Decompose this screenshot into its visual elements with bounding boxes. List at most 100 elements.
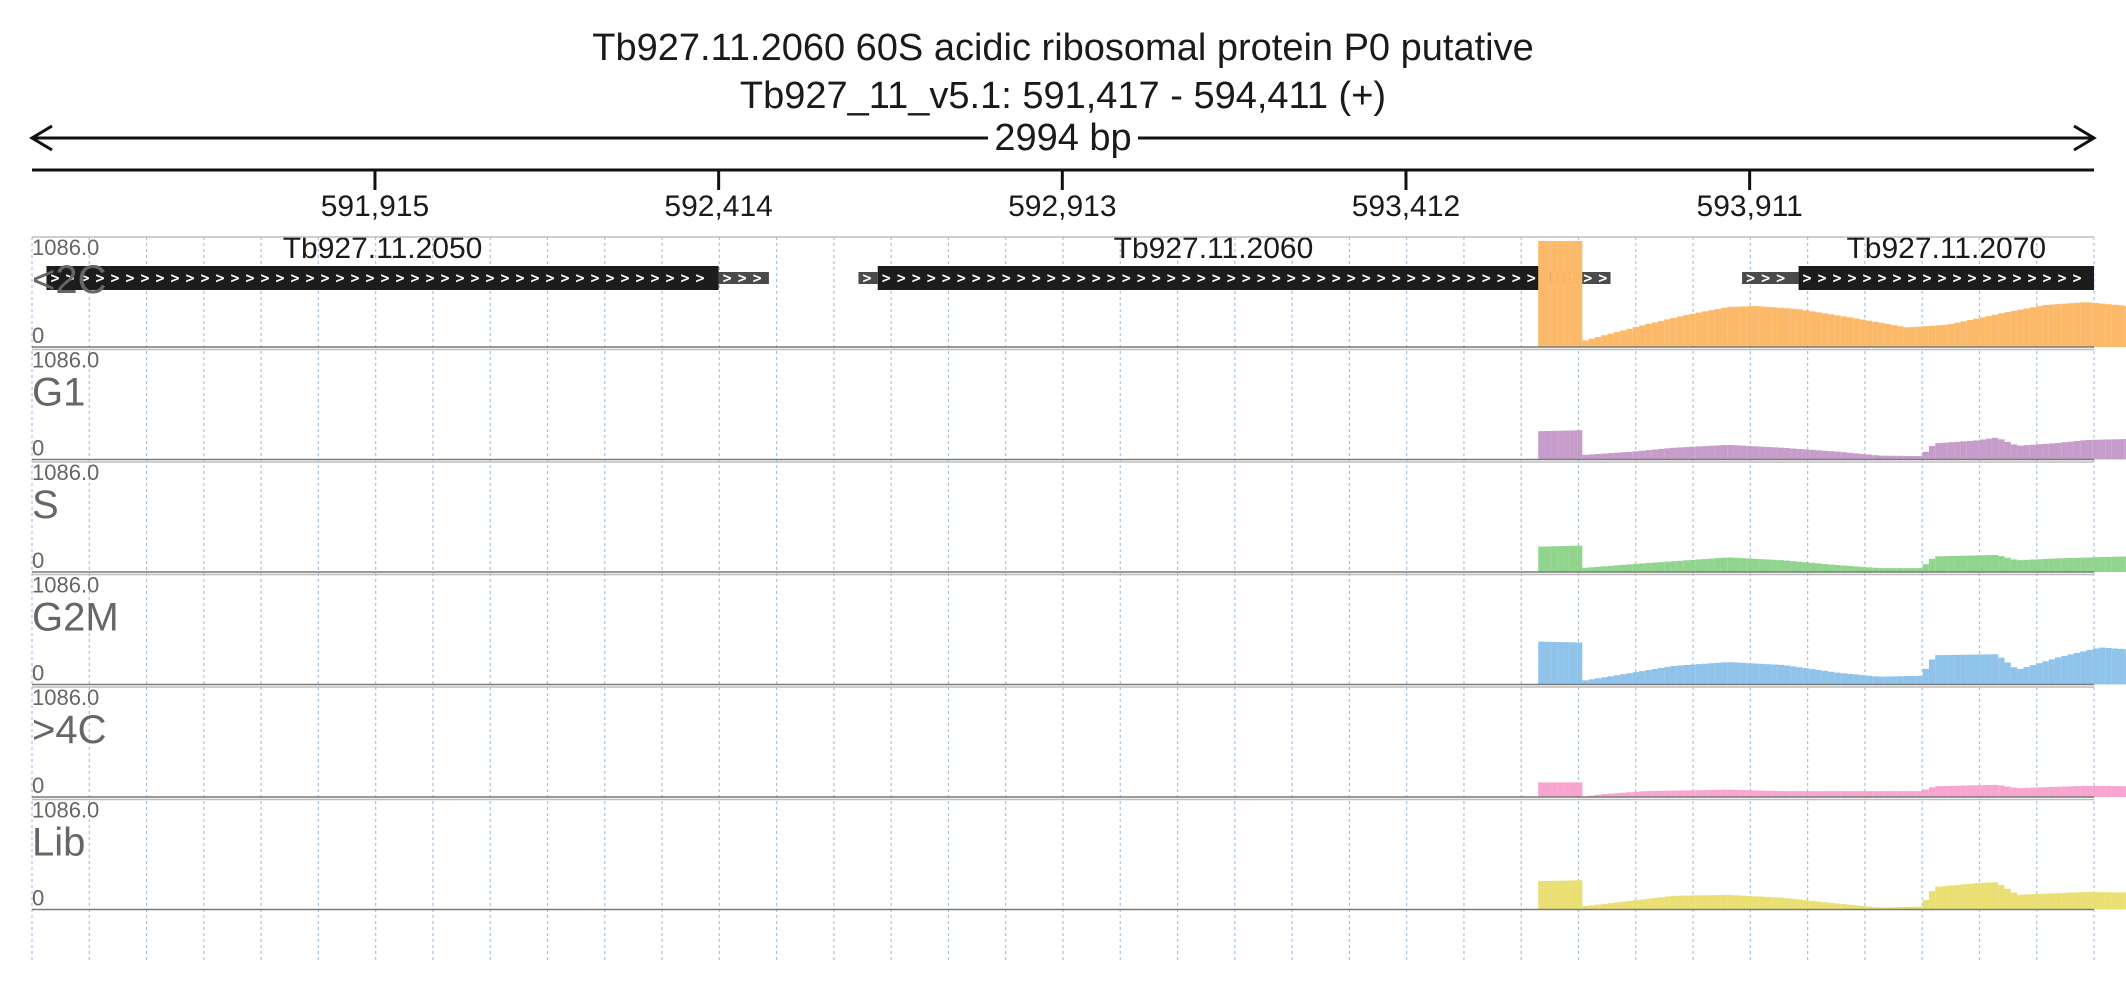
track-5-bar-87: [2086, 892, 2092, 910]
track-2-bar-47: [1834, 565, 1840, 572]
track-5-bar-31: [1734, 895, 1740, 909]
track-4-bar-77: [2023, 788, 2029, 797]
gene-2-utr-0-strand-chevron-2: >: [1776, 269, 1785, 287]
gene-1-cds-strand-chevron-13: >: [1077, 269, 1086, 287]
track-5-bar-30: [1727, 895, 1733, 910]
track-3-bar-36: [1765, 664, 1771, 684]
track-0-bar-91: [2112, 305, 2118, 347]
track-3-bar-41: [1797, 667, 1803, 684]
track-4-bar-32: [1740, 790, 1746, 797]
gene-1-utr-0-strand-chevron-0: >: [862, 269, 871, 287]
track-3-bar-10: [1601, 677, 1607, 684]
track-5-y-top-label: 1086.0: [32, 798, 99, 823]
track-3-bar-44: [1815, 670, 1821, 685]
track-3-bar-40: [1790, 666, 1796, 684]
track-0-bar-76: [2017, 310, 2023, 347]
track-5-bar-28: [1715, 895, 1721, 909]
track-1-bar-16: [1639, 451, 1645, 460]
track-3-bar-53: [1872, 676, 1878, 684]
gene-1-cds-strand-chevron-4: >: [942, 269, 951, 287]
track-1-bar-42: [1803, 449, 1809, 459]
track-4-bar-57: [1897, 791, 1903, 797]
track-5-bar-36: [1765, 897, 1771, 910]
track-4-bar-64: [1942, 786, 1948, 797]
track-4-bar-51: [1860, 791, 1866, 797]
track-0-bar-26: [1702, 311, 1708, 347]
track-1-bar-64: [1942, 443, 1948, 460]
track-2-bar-81: [2049, 559, 2055, 572]
track-5-bar-3: [1557, 881, 1563, 910]
track-4-bar-43: [1809, 791, 1815, 797]
track-5-bar-89: [2099, 892, 2105, 909]
track-5-bar-48: [1841, 904, 1847, 909]
track-5: 1086.00Lib: [32, 798, 2126, 911]
track-2-bar-24: [1689, 560, 1695, 572]
gene-1-cds-strand-chevron-31: >: [1347, 269, 1356, 287]
track-2-bar-92: [2118, 557, 2124, 572]
gene-1-cds-strand-chevron-1: >: [897, 269, 906, 287]
gene-0-cds-strand-chevron-19: >: [335, 269, 344, 287]
track-1-bar-18: [1652, 450, 1658, 460]
gene-1-cds-strand-chevron-30: >: [1332, 269, 1341, 287]
gene-0-utr-0-strand-chevron-2: >: [753, 269, 762, 287]
track-4-bar-18: [1652, 791, 1658, 797]
track-1-bar-50: [1853, 453, 1859, 459]
track-0-bar-13: [1620, 330, 1626, 347]
track-0-bar-74: [2005, 312, 2011, 347]
gene-2-cds-strand-chevron-11: >: [1968, 269, 1977, 287]
track-3-bar-47: [1834, 673, 1840, 685]
track-5-bar-64: [1942, 886, 1948, 909]
track-3-bar-23: [1683, 665, 1689, 684]
track-1-bar-84: [2068, 442, 2074, 460]
gene-2-cds-strand-chevron-9: >: [1938, 269, 1947, 287]
track-3-bar-69: [1973, 655, 1979, 685]
track-2-bar-71: [1986, 555, 1992, 572]
track-0-bar-56: [1891, 325, 1897, 347]
track-4-bar-81: [2049, 787, 2055, 797]
track-2-bars: [1538, 539, 2126, 572]
gene-1-cds-strand-chevron-9: >: [1017, 269, 1026, 287]
track-1-bar-10: [1601, 454, 1607, 460]
track-3-bar-2: [1551, 642, 1557, 685]
gene-0-cds-strand-chevron-16: >: [290, 269, 299, 287]
track-3-bar-92: [2118, 649, 2124, 685]
track-3-bar-75: [2011, 667, 2017, 684]
track-2-bar-84: [2068, 558, 2074, 572]
track-5-bar-40: [1790, 899, 1796, 910]
track-0-bar-80: [2042, 305, 2048, 347]
gene-0-cds-strand-chevron-26: >: [440, 269, 449, 287]
track-0-bar-79: [2036, 306, 2042, 347]
gene-1-cds-strand-chevron-22: >: [1212, 269, 1221, 287]
track-3-bar-80: [2042, 661, 2048, 684]
gene-0-utr-0-strand-chevron-0: >: [723, 269, 732, 287]
track-0-bar-12: [1614, 332, 1620, 347]
track-5-bar-22: [1677, 896, 1683, 910]
track-2-bar-38: [1778, 560, 1784, 572]
track-1-bar-28: [1715, 445, 1721, 459]
track-1-bar-27: [1708, 446, 1714, 460]
track-4-bar-92: [2118, 786, 2124, 797]
track-2-bar-4: [1563, 546, 1569, 572]
track-2-bar-91: [2112, 557, 2118, 572]
track-0-bar-54: [1879, 323, 1885, 347]
track-5-bar-10: [1601, 904, 1607, 910]
track-5-bar-21: [1671, 896, 1677, 910]
gene-2-cds-strand-chevron-3: >: [1848, 269, 1857, 287]
track-0-bar-77: [2023, 309, 2029, 347]
track-5-bar-81: [2049, 893, 2055, 909]
track-4-bar-35: [1759, 791, 1765, 797]
track-3-bar-30: [1727, 662, 1733, 684]
track-3-bar-65: [1948, 655, 1954, 685]
track-1-bar-0: [1538, 431, 1544, 459]
gene-2-cds-strand-chevron-16: >: [2043, 269, 2052, 287]
track-1-bar-92: [2118, 439, 2124, 459]
track-5-bar-17: [1645, 899, 1651, 910]
track-4-bar-73: [1998, 786, 2004, 797]
track-5-bar-26: [1702, 895, 1708, 909]
track-1-bar-48: [1841, 452, 1847, 459]
track-5-bar-29: [1721, 895, 1727, 910]
track-3-bar-15: [1633, 672, 1639, 684]
track-0-bar-92: [2118, 305, 2124, 347]
track-3-bar-24: [1689, 665, 1695, 685]
track-3-bar-55: [1885, 676, 1891, 684]
